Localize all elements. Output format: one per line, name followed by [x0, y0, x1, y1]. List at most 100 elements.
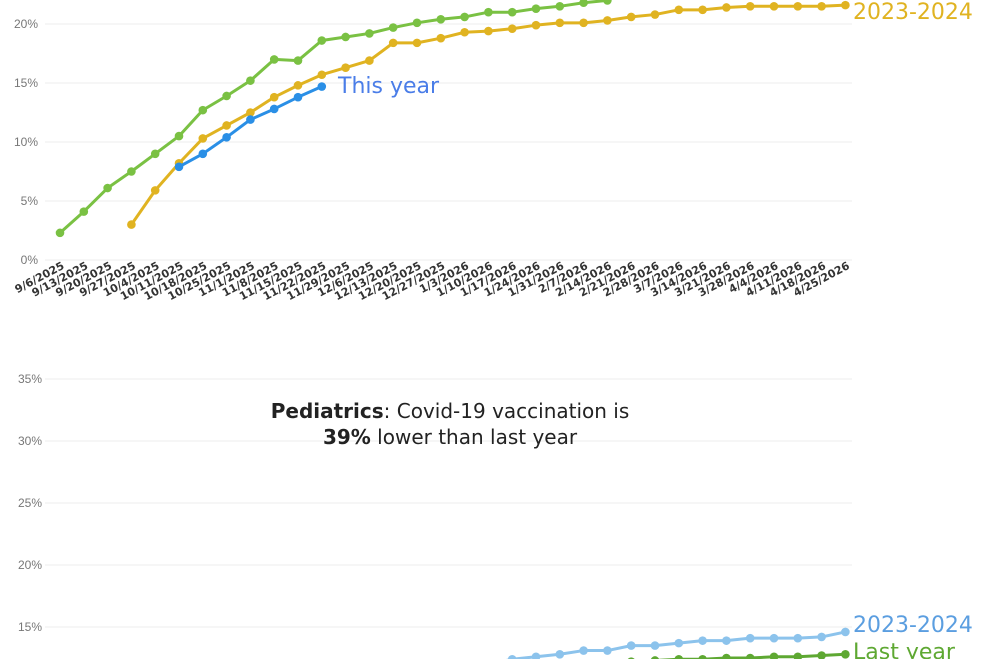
bottom-data-point — [698, 636, 707, 645]
top-data-point — [365, 29, 374, 38]
bottom-data-point — [674, 638, 684, 648]
bottom-data-point — [650, 641, 660, 650]
top-data-point — [698, 5, 707, 15]
top-data-point — [127, 220, 136, 229]
top-data-point — [388, 38, 398, 48]
top-data-point — [293, 81, 303, 90]
top-data-point — [103, 183, 112, 193]
bottom-y-axis: 15% 20% 25% 30% 35% — [18, 372, 42, 634]
bottom-data-point — [841, 649, 850, 659]
bottom-data-point — [817, 651, 826, 659]
bottom-y-tick-label: 30% — [18, 434, 42, 448]
top-data-point — [603, 16, 612, 25]
bottom-data-point — [674, 654, 684, 659]
top-data-point — [222, 121, 231, 130]
bottom-data-point — [817, 632, 826, 642]
top-data-point — [246, 108, 255, 117]
top-gridlines — [45, 23, 852, 261]
annotation-bold-1: Pediatrics — [271, 399, 384, 423]
bottom-data-point — [769, 652, 779, 659]
bottom-data-point — [603, 646, 612, 655]
bottom-data-point — [745, 633, 755, 643]
bottom-chart: 15% 20% 25% 30% 35% Pediatrics: Covid-19 vac… — [18, 372, 973, 659]
top-data-point — [507, 7, 517, 17]
top-data-point — [198, 134, 208, 143]
top-blue-series-label: This year — [337, 74, 440, 99]
top-data-point — [198, 149, 208, 159]
bottom-data-point — [555, 649, 565, 659]
bottom-y-tick-label: 25% — [18, 496, 42, 510]
top-series-line — [130, 3, 846, 226]
top-chart: 0% 5% 10% 15% 20% 9/6/20259/13/20259/20/2025… — [13, 0, 973, 303]
top-data-point — [269, 92, 279, 102]
top-data-point — [174, 162, 184, 172]
top-data-point — [531, 4, 541, 13]
top-data-point — [317, 36, 327, 45]
top-data-point — [626, 12, 636, 22]
top-data-point — [222, 132, 231, 142]
top-y-tick-label: 10% — [14, 135, 38, 149]
bottom-y-tick-label: 20% — [18, 558, 42, 572]
bottom-y-tick-label: 35% — [18, 372, 42, 386]
bottom-data-point — [841, 627, 850, 637]
top-data-point — [436, 14, 446, 24]
top-data-point — [341, 32, 350, 42]
annotation-line-2: 39% lower than last year — [323, 425, 578, 449]
bottom-data-point — [745, 653, 755, 659]
bottom-data-point — [722, 636, 731, 645]
top-data-point — [650, 10, 660, 19]
bottom-y-tick-label: 15% — [18, 620, 42, 634]
top-data-point — [317, 82, 327, 91]
top-data-point — [222, 91, 231, 101]
bottom-data-point — [793, 633, 803, 643]
bottom-data-point — [626, 641, 636, 650]
top-data-point — [246, 115, 255, 124]
bottom-data-point — [507, 654, 517, 659]
top-y-tick-label: 20% — [14, 17, 38, 31]
bottom-data-point — [769, 633, 779, 643]
top-x-axis: 9/6/20259/13/20259/20/20259/27/202510/4/… — [13, 259, 852, 303]
top-data-point — [531, 20, 541, 30]
top-data-point — [460, 12, 469, 22]
bottom-data-point — [650, 656, 660, 659]
bottom-data-point — [698, 654, 707, 659]
top-data-point — [269, 55, 279, 64]
top-data-point — [507, 24, 517, 34]
top-y-tick-label: 0% — [21, 253, 39, 267]
top-data-point — [460, 27, 469, 37]
top-data-point — [79, 207, 89, 216]
annotation-text-2: lower than last year — [371, 425, 578, 449]
bottom-data-point — [793, 652, 803, 659]
top-data-point — [293, 56, 303, 65]
bottom-blue-series-label: 2023-2024 — [853, 613, 973, 638]
top-data-point — [388, 23, 398, 32]
bottom-series — [505, 627, 850, 659]
top-data-point — [55, 228, 65, 238]
top-data-point — [579, 18, 588, 28]
bottom-green-series-label: Last year — [853, 640, 956, 659]
top-series — [55, 0, 850, 238]
bottom-data-point — [531, 652, 541, 659]
top-gold-series-label: 2023-2024 — [853, 0, 973, 25]
top-data-point — [246, 76, 255, 85]
top-data-point — [484, 26, 493, 36]
top-data-point — [293, 92, 303, 102]
top-data-point — [150, 149, 160, 159]
top-data-point — [127, 167, 136, 176]
bottom-data-point — [579, 646, 588, 655]
annotation-bold-2: 39% — [323, 425, 371, 449]
top-data-point — [722, 3, 731, 12]
annotation-text-1: : Covid-19 vaccination is — [384, 399, 630, 423]
top-data-point — [150, 186, 160, 195]
top-data-point — [412, 18, 422, 28]
top-data-point — [555, 18, 565, 28]
top-data-point — [674, 5, 684, 15]
top-data-point — [579, 0, 588, 8]
top-data-point — [793, 1, 803, 11]
top-data-point — [317, 70, 327, 80]
top-data-point — [745, 1, 755, 11]
bottom-gridlines — [45, 378, 852, 628]
top-data-point — [555, 1, 565, 11]
annotation-line-1: Pediatrics: Covid-19 vaccination is — [271, 399, 630, 423]
